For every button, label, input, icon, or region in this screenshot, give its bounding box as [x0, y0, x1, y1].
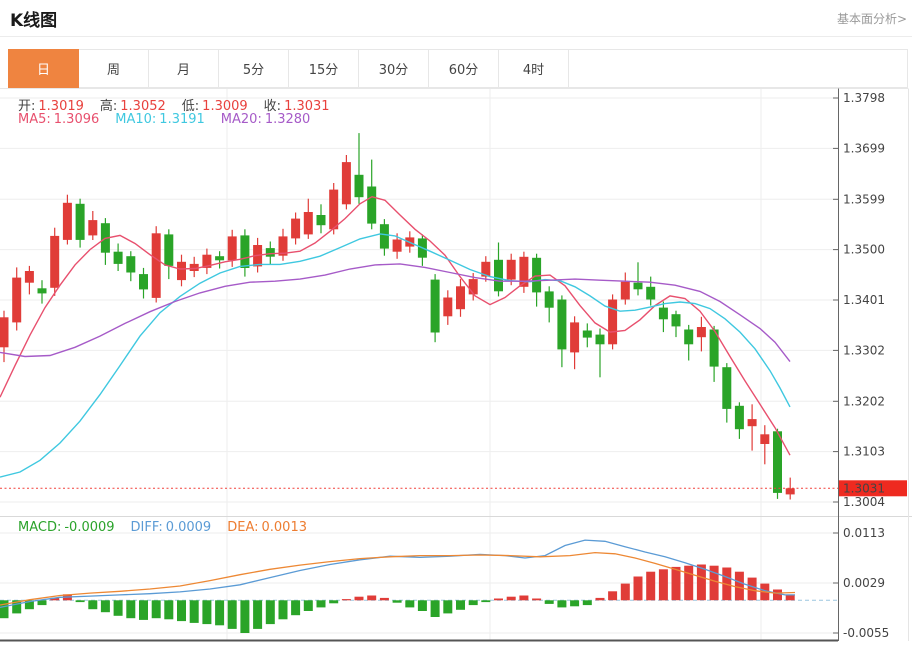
ma5-value: 1.3096	[53, 112, 100, 127]
current-price-label: 1.3031	[843, 482, 885, 496]
macd-legend: MACD: -0.0009 DIFF: 0.0009 DEA: 0.0013	[18, 520, 323, 535]
header-divider	[0, 36, 912, 37]
tab-week[interactable]: 周	[79, 50, 149, 87]
ma-legend: MA5: 1.3096 MA10: 1.3191 MA20: 1.3280	[18, 112, 326, 127]
macd-value: -0.0009	[64, 520, 115, 535]
ma20-value: 1.3280	[264, 112, 311, 127]
tab-month[interactable]: 月	[149, 50, 219, 87]
tab-60min[interactable]: 60分	[429, 50, 499, 87]
page-title: K线图	[10, 11, 58, 31]
axis-label: 1.3500	[843, 243, 885, 257]
axis-label: 1.3699	[843, 141, 885, 155]
tab-15min[interactable]: 15分	[289, 50, 359, 87]
open-value: 1.3019	[38, 99, 84, 114]
tab-30min[interactable]: 30分	[359, 50, 429, 87]
diff-label: DIFF:	[130, 520, 163, 535]
axis-label: 1.3798	[843, 91, 885, 105]
axis-label: 1.3302	[843, 343, 885, 357]
axis-label: 1.3599	[843, 192, 885, 206]
tab-day[interactable]: 日	[8, 49, 79, 88]
dea-label: DEA:	[227, 520, 259, 535]
interval-tabbar: 日 周 月 5分 15分 30分 60分 4时	[8, 49, 908, 88]
axis-label: 1.3103	[843, 445, 885, 459]
dea-value: 0.0013	[261, 520, 308, 535]
axis-label: 1.3202	[843, 394, 885, 408]
macd-histogram	[0, 564, 795, 633]
chart-frame	[0, 88, 912, 642]
tab-5min[interactable]: 5分	[219, 50, 289, 87]
close-value: 1.3031	[284, 99, 330, 114]
axis-label: -0.0055	[843, 626, 889, 640]
current-price-badge: 1.3031	[839, 480, 907, 497]
ma10-value: 1.3191	[159, 112, 205, 127]
macd-lines	[0, 539, 796, 609]
price-axis: 1.3798 1.3699 1.3599 1.3500 1.3401 1.3302 1.32…	[833, 88, 889, 641]
close-label: 收:	[263, 99, 282, 114]
low-label: 低:	[181, 99, 200, 114]
diff-value: 0.0009	[165, 520, 212, 535]
high-label: 高:	[99, 99, 118, 114]
candles	[0, 133, 795, 500]
ohlc-legend: 开: 1.3019 高: 1.3052 低: 1.3009 收: 1.3031	[18, 95, 346, 114]
open-label: 开:	[18, 99, 36, 114]
axis-label: 0.0029	[843, 576, 885, 590]
ma10-label: MA10:	[115, 112, 157, 127]
axis-label: 1.3004	[843, 495, 885, 509]
fundamental-analysis-link[interactable]: 基本面分析>	[836, 12, 907, 26]
macd-label: MACD:	[18, 520, 62, 535]
high-value: 1.3052	[120, 99, 166, 114]
axis-label: 0.0113	[843, 526, 885, 540]
ma5-label: MA5:	[18, 112, 51, 127]
axis-label: 1.3401	[843, 293, 885, 307]
low-value: 1.3009	[202, 99, 248, 114]
ma-lines	[0, 195, 791, 478]
ma20-label: MA20:	[220, 112, 262, 127]
tab-4hour[interactable]: 4时	[499, 50, 569, 87]
